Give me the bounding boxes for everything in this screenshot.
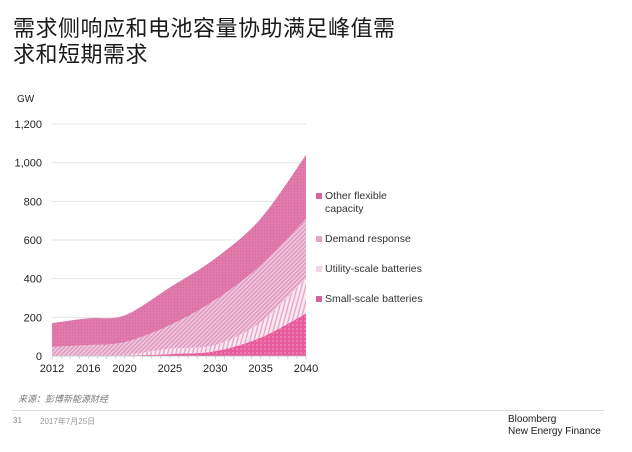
legend-label: Small-scale batteries [325,293,423,305]
legend-swatch [316,193,322,199]
legend-swatch [316,236,322,242]
y-tick-label: 1,000 [14,158,42,170]
x-tick-label: 2016 [76,363,100,375]
area-small-scale-batteries [52,313,306,357]
x-tick-label: 2040 [294,363,318,375]
stacked-area-chart: 0 200 400 600 800 1,000 1,200 2012 2016 2020 2025 2… [14,94,318,375]
area-utility-scale-batteries [52,278,306,357]
slide-title: 需求侧响应和电池容量协助满足峰值需求和短期需求 [13,17,396,68]
legend-swatch [316,296,322,302]
y-tick-label: 1,200 [14,119,42,131]
legend-label: Other flexible capacity [325,190,387,215]
area-demand-response [52,218,306,356]
footer-date: 2017年7月25日 [40,417,96,426]
legend-item-utility-batteries: Utility-scale batteries [316,263,426,276]
x-tick-label: 2030 [203,363,227,375]
area-layer [52,154,306,357]
x-tick-label: 2025 [158,363,182,375]
legend-item-demand-response: Demand response [316,233,426,246]
watermark [414,2,628,26]
axes: 0 200 400 600 800 1,000 1,200 2012 2016 2020 2025 2… [14,119,318,375]
y-tick-label: 800 [24,196,42,208]
y-tick-label: 600 [24,235,42,247]
legend: Other flexible capacity Demand response … [316,190,426,323]
area-other-flexible-capacity [52,154,306,347]
y-tick-label: 0 [36,351,42,363]
legend-swatch [316,266,322,272]
footer-divider [12,410,604,411]
x-tick-label: 2035 [248,363,272,375]
y-axis-unit-label: GW [17,94,35,105]
page-number: 31 [13,416,22,425]
x-tick-label: 2012 [40,363,64,375]
source-note: 来源：彭博新能源财经 [18,395,109,405]
logo-line-2: New Energy Finance [508,426,601,437]
y-tick-label: 400 [24,274,42,286]
y-tick-label: 200 [24,312,42,324]
bnef-logo: Bloomberg New Energy Finance [508,414,601,438]
legend-item-other-flexible: Other flexible capacity [316,190,426,216]
legend-label: Utility-scale batteries [325,263,422,275]
legend-label: Demand response [325,233,411,245]
x-tick-label: 2020 [112,363,136,375]
logo-line-1: Bloomberg [508,414,557,425]
legend-item-small-batteries: Small-scale batteries [316,293,426,306]
